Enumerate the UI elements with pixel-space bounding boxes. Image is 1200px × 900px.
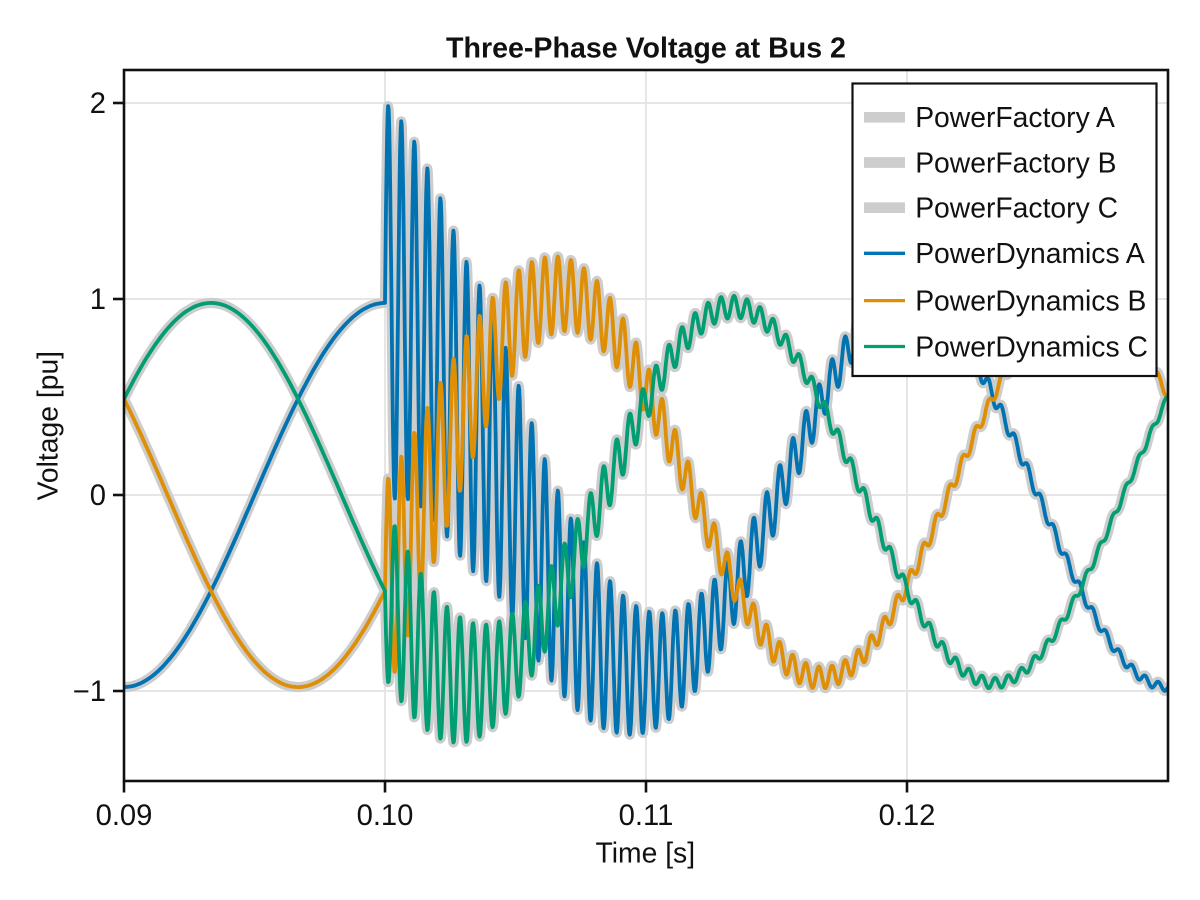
svg-text:Three-Phase Voltage at Bus 2: Three-Phase Voltage at Bus 2 bbox=[446, 33, 846, 65]
svg-text:PowerDynamics C: PowerDynamics C bbox=[915, 330, 1148, 362]
svg-text:2: 2 bbox=[90, 88, 106, 120]
svg-text:−1: −1 bbox=[73, 676, 106, 708]
svg-text:0.09: 0.09 bbox=[96, 800, 153, 832]
svg-text:0.10: 0.10 bbox=[357, 800, 414, 832]
svg-text:PowerDynamics A: PowerDynamics A bbox=[915, 237, 1145, 269]
svg-text:1: 1 bbox=[90, 284, 106, 316]
svg-text:0.12: 0.12 bbox=[879, 800, 936, 832]
svg-text:0.11: 0.11 bbox=[619, 800, 674, 832]
svg-text:Voltage [pu]: Voltage [pu] bbox=[31, 351, 63, 500]
svg-text:Time [s]: Time [s] bbox=[596, 837, 696, 869]
svg-text:PowerDynamics B: PowerDynamics B bbox=[915, 285, 1146, 317]
svg-text:0: 0 bbox=[90, 480, 106, 512]
svg-text:PowerFactory A: PowerFactory A bbox=[915, 101, 1115, 133]
svg-text:PowerFactory C: PowerFactory C bbox=[915, 192, 1118, 224]
svg-text:PowerFactory B: PowerFactory B bbox=[915, 146, 1116, 178]
